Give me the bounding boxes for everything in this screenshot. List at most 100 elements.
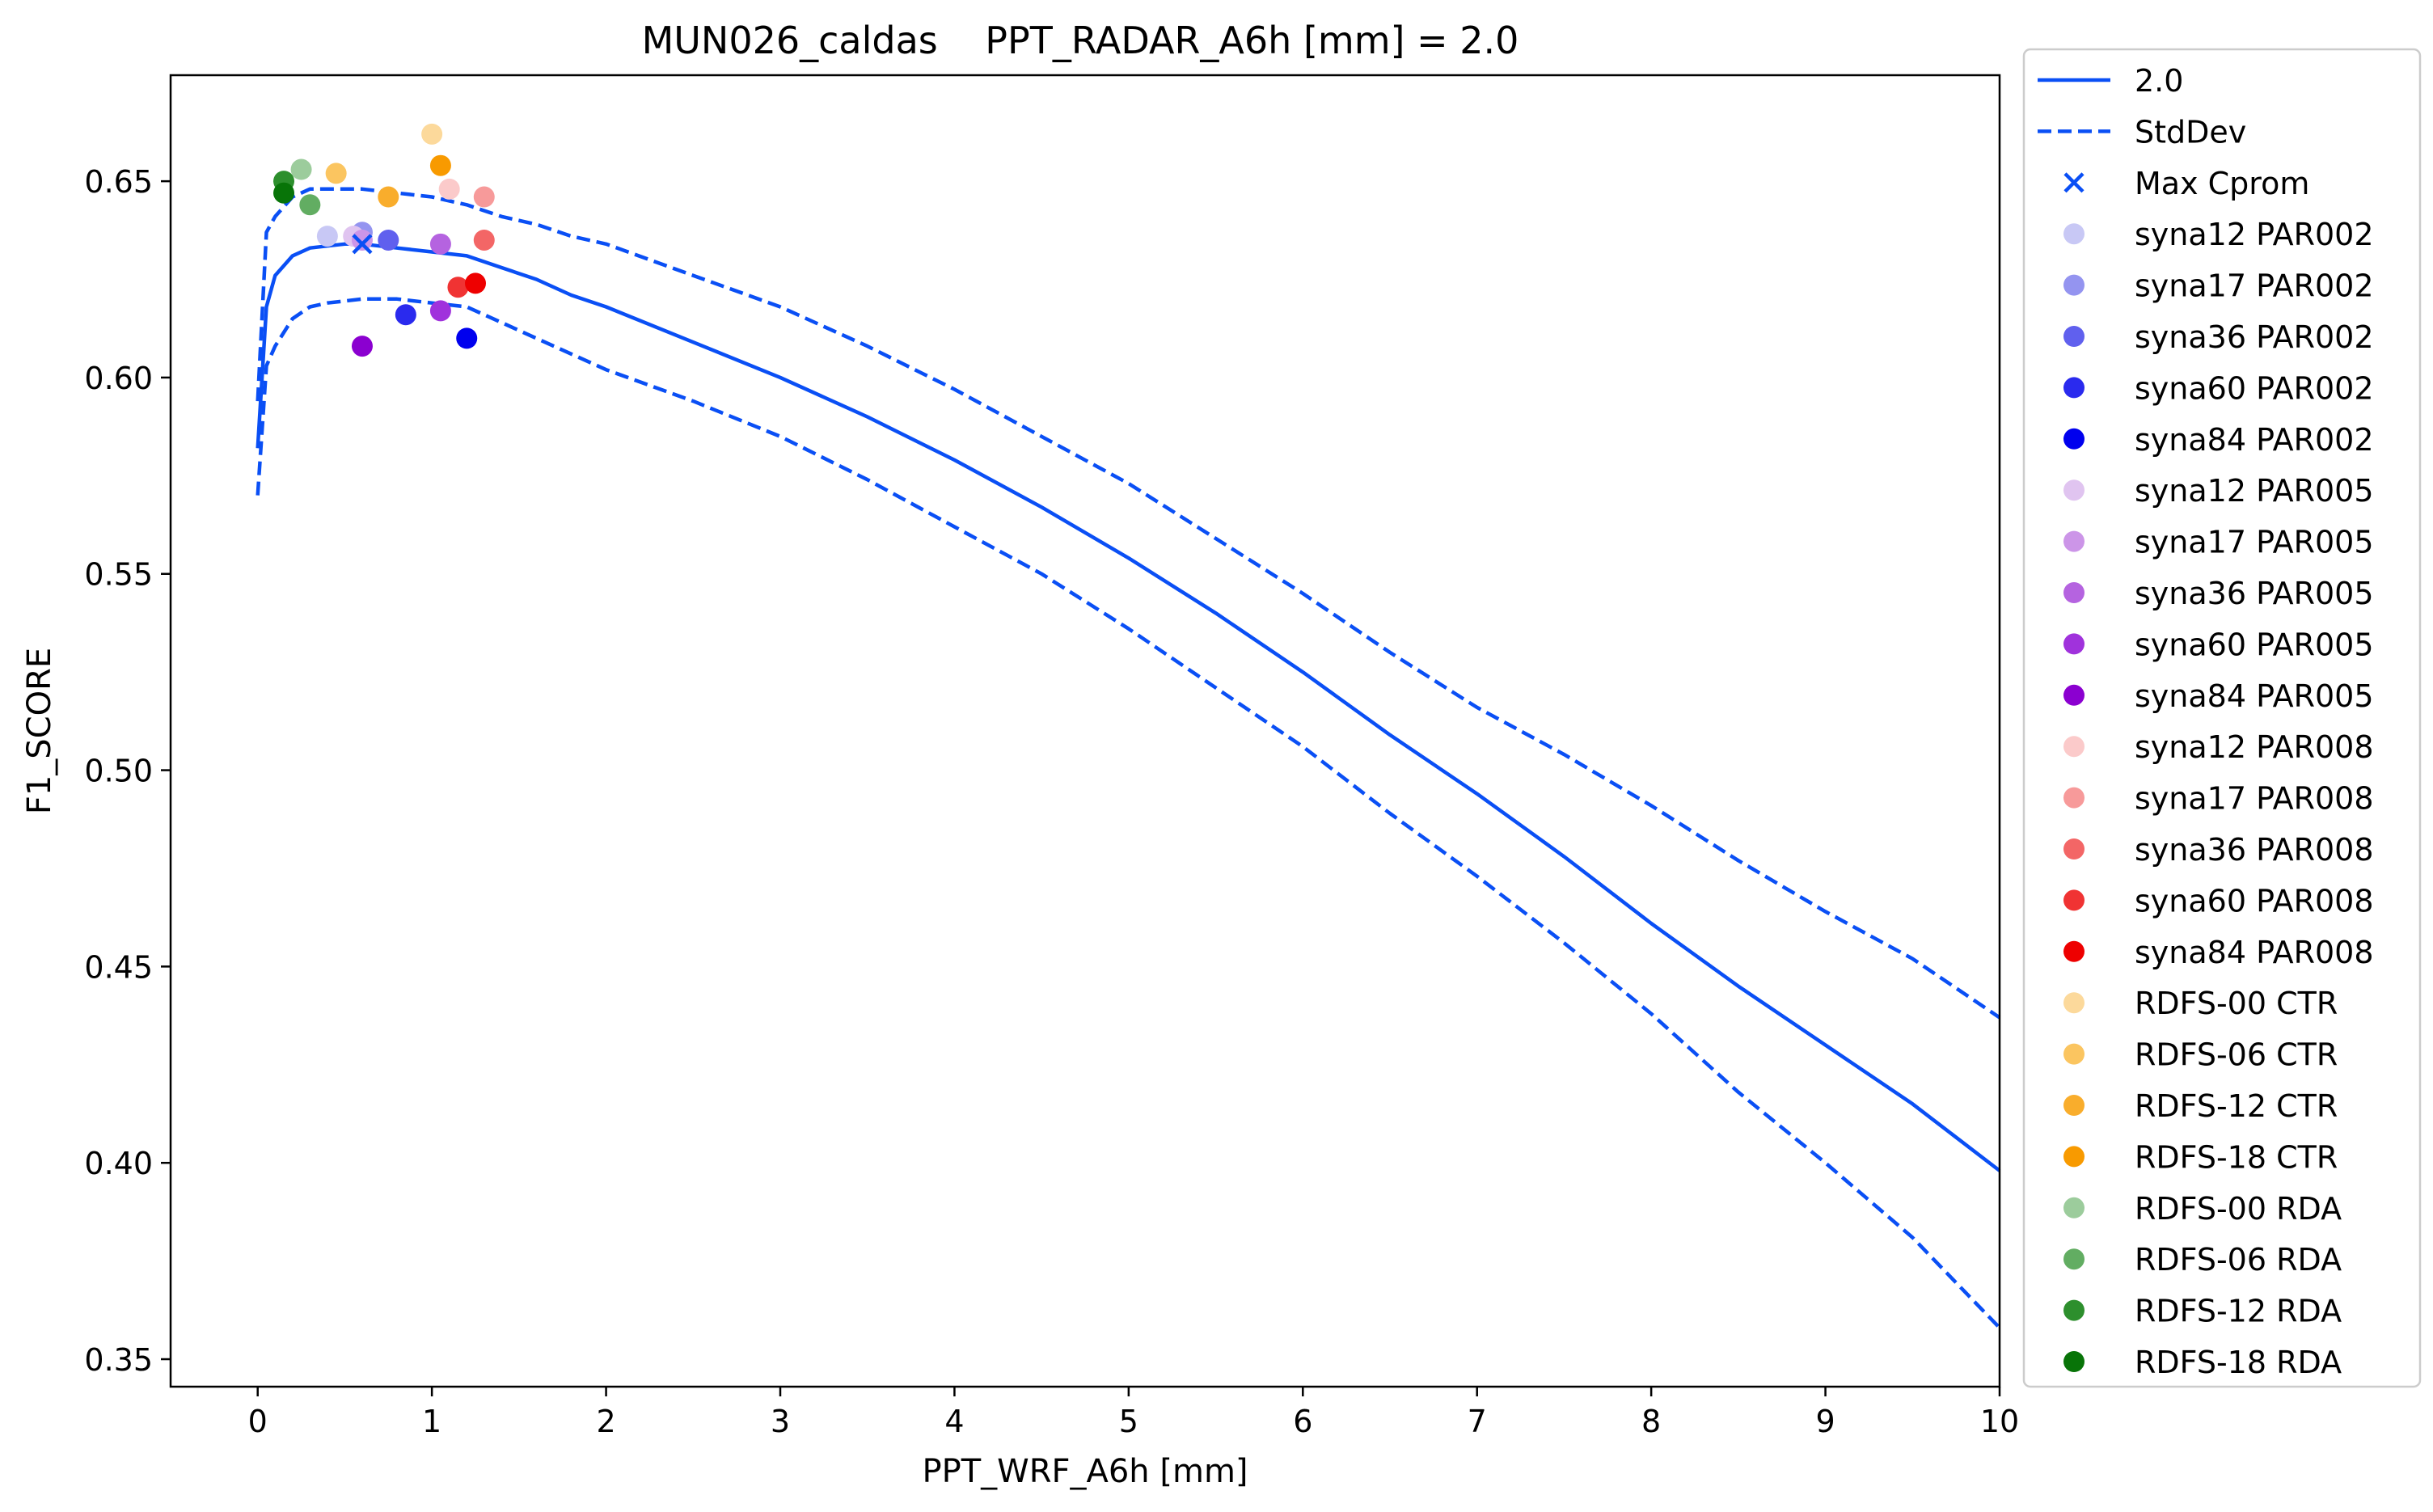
- legend-marker-22: [2063, 1197, 2085, 1218]
- legend-label-15: syna36 PAR008: [2135, 832, 2374, 868]
- scatter-point-0: [316, 226, 338, 247]
- legend-label-7: syna84 PAR002: [2135, 422, 2374, 458]
- legend-marker-25: [2063, 1351, 2085, 1372]
- x-tick-label: 10: [1980, 1404, 2019, 1439]
- legend-label-5: syna36 PAR002: [2135, 319, 2374, 355]
- scatter-point-11: [473, 186, 495, 208]
- scatter-point-22: [273, 182, 295, 204]
- scatter-point-4: [456, 327, 478, 349]
- legend-label-25: RDFS-18 RDA: [2135, 1345, 2342, 1380]
- legend-label-19: RDFS-06 CTR: [2135, 1037, 2338, 1073]
- y-tick-label: 0.45: [84, 949, 153, 985]
- x-tick-label: 0: [248, 1404, 268, 1439]
- legend-marker-11: [2063, 633, 2085, 655]
- y-tick-label: 0.50: [84, 754, 153, 789]
- legend-marker-16: [2063, 889, 2085, 911]
- y-tick-label: 0.35: [84, 1342, 153, 1378]
- y-tick-label: 0.55: [84, 557, 153, 593]
- scatter-point-10: [438, 178, 460, 200]
- legend-label-13: syna12 PAR008: [2135, 729, 2374, 765]
- legend-label-9: syna17 PAR005: [2135, 525, 2374, 560]
- legend-label-24: RDFS-12 RDA: [2135, 1294, 2342, 1329]
- legend-label-22: RDFS-00 RDA: [2135, 1191, 2342, 1227]
- legend-marker-5: [2063, 326, 2085, 347]
- plot-frame: [169, 74, 2001, 1388]
- legend-marker-13: [2063, 736, 2085, 758]
- legend: 2.0 StdDev Max Cprom syna12 PAR002 syna17 PA…: [2022, 48, 2422, 1388]
- scatter-point-13: [447, 277, 469, 298]
- legend-label-8: syna12 PAR005: [2135, 473, 2374, 509]
- legend-label-18: RDFS-00 CTR: [2135, 986, 2338, 1021]
- legend-marker-10: [2063, 582, 2085, 603]
- x-axis-label: PPT_WRF_A6h [mm]: [922, 1453, 1248, 1490]
- legend-marker-4: [2063, 274, 2085, 296]
- y-tick-label: 0.60: [84, 361, 153, 396]
- legend-marker-12: [2063, 684, 2085, 706]
- legend-marker-19: [2063, 1043, 2085, 1065]
- legend-marker-8: [2063, 479, 2085, 501]
- legend-marker-7: [2063, 428, 2085, 450]
- series-line-2: [256, 187, 2001, 1020]
- scatter-point-17: [378, 186, 399, 208]
- scatter-point-2: [378, 229, 399, 251]
- y-tick-label: 0.65: [84, 164, 153, 200]
- legend-label-1: StdDev: [2135, 114, 2246, 150]
- max-cprom-marker: [352, 234, 373, 255]
- legend-marker-2: [2063, 172, 2085, 193]
- legend-label-16: syna60 PAR008: [2135, 883, 2374, 919]
- legend-label-0: 2.0: [2135, 63, 2183, 99]
- legend-marker-21: [2063, 1146, 2085, 1168]
- plot-area: [256, 123, 2001, 1329]
- x-tick-label: 5: [1119, 1404, 1138, 1439]
- legend-label-3: syna12 PAR002: [2135, 217, 2374, 252]
- scatter-point-7: [429, 233, 451, 255]
- x-tick-label: 2: [596, 1404, 615, 1439]
- legend-label-21: RDFS-18 CTR: [2135, 1139, 2338, 1175]
- x-tick-label: 4: [944, 1404, 964, 1439]
- scatter-point-15: [421, 123, 443, 145]
- legend-marker-18: [2063, 992, 2085, 1014]
- legend-marker-17: [2063, 940, 2085, 962]
- legend-label-11: syna60 PAR005: [2135, 627, 2374, 662]
- scatter-point-9: [351, 336, 373, 357]
- legend-marker-3: [2063, 223, 2085, 245]
- y-tick-label: 0.40: [84, 1146, 153, 1181]
- scatter-point-18: [429, 154, 451, 176]
- legend-marker-14: [2063, 787, 2085, 809]
- scatter-point-20: [299, 194, 321, 216]
- legend-marker-15: [2063, 838, 2085, 859]
- legend-marker-23: [2063, 1248, 2085, 1270]
- scatter-point-12: [473, 229, 495, 251]
- legend-label-23: RDFS-06 RDA: [2135, 1242, 2342, 1278]
- chart-title: MUN026_caldas PPT_RADAR_A6h [mm] = 2.0: [642, 19, 1519, 62]
- scatter-point-16: [325, 163, 347, 184]
- scatter-point-14: [465, 272, 486, 294]
- x-tick-label: 6: [1293, 1404, 1312, 1439]
- series-line-1: [256, 297, 2001, 1329]
- legend-marker-9: [2063, 530, 2085, 552]
- legend-marker-20: [2063, 1095, 2085, 1116]
- scatter-point-3: [395, 304, 416, 326]
- x-tick-label: 7: [1468, 1404, 1487, 1439]
- y-axis: 0.35 0.40 0.45 0.50 0.55 0.60 0.65: [84, 164, 171, 1378]
- x-tick-label: 8: [1641, 1404, 1661, 1439]
- scatter-point-6: [351, 229, 373, 251]
- x-tick-label: 9: [1815, 1404, 1835, 1439]
- y-axis-label: F1_SCORE: [21, 648, 58, 814]
- legend-label-4: syna17 PAR002: [2135, 268, 2374, 304]
- x-axis: 0 1 2 3 4 5 6 7 8 9 10: [248, 1387, 2019, 1439]
- legend-label-20: RDFS-12 CTR: [2135, 1088, 2338, 1124]
- x-tick-label: 1: [422, 1404, 441, 1439]
- legend-marker-24: [2063, 1299, 2085, 1321]
- legend-label-10: syna36 PAR005: [2135, 576, 2374, 611]
- legend-label-12: syna84 PAR005: [2135, 678, 2374, 714]
- x-tick-label: 3: [771, 1404, 790, 1439]
- legend-frame: [2022, 48, 2422, 1388]
- legend-label-6: syna60 PAR002: [2135, 370, 2374, 406]
- legend-label-17: syna84 PAR008: [2135, 935, 2374, 970]
- scatter-point-8: [429, 300, 451, 322]
- legend-label-14: syna17 PAR008: [2135, 781, 2374, 817]
- legend-label-2: Max Cprom: [2135, 166, 2309, 201]
- legend-marker-6: [2063, 377, 2085, 399]
